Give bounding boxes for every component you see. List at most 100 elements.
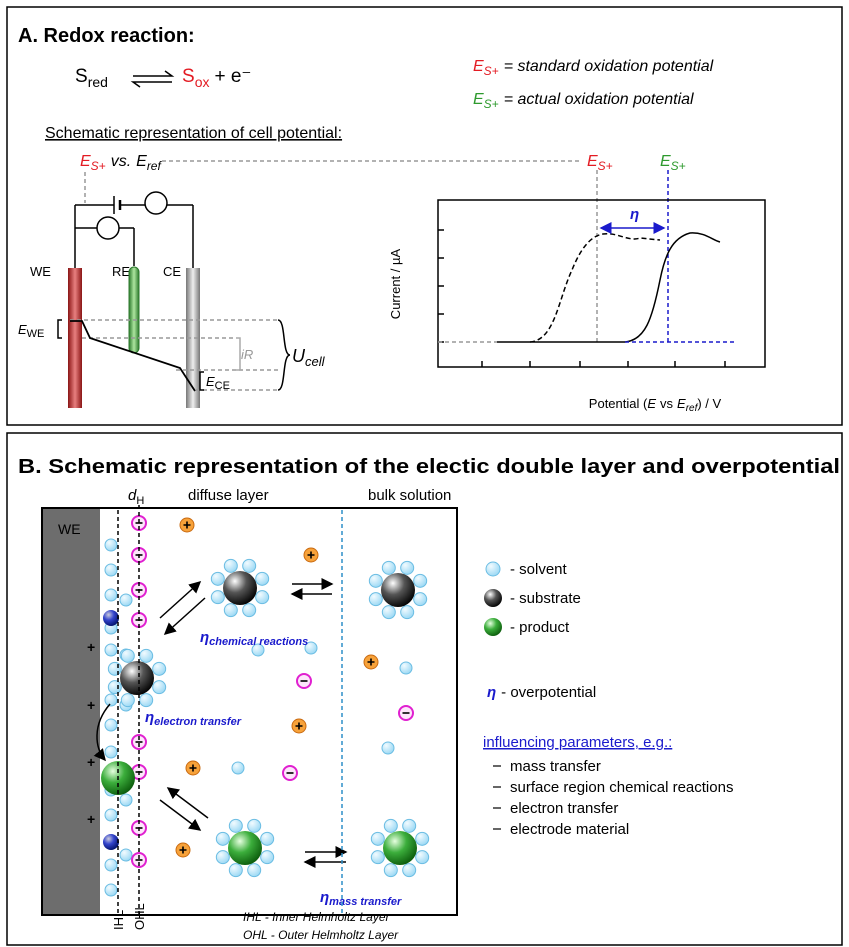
equilibrium-arrow (133, 70, 175, 77)
plot-frame (437, 199, 766, 368)
solvent (255, 571, 270, 586)
panel-b-frame (6, 432, 843, 946)
ir-label: iR (241, 347, 253, 362)
solvent (413, 592, 428, 607)
solvent (119, 793, 133, 807)
region-label: bulk solution (368, 487, 451, 504)
solvent (215, 850, 230, 865)
legend-substrate: - substrate (510, 590, 581, 607)
actual-marker: ES+ (660, 153, 686, 173)
solvent (381, 560, 396, 575)
solvent (107, 680, 122, 695)
solvent (251, 643, 265, 657)
legend-actual: ES+ = actual oxidation potential (473, 91, 694, 111)
reactant: Sred (75, 66, 108, 90)
panel-a-title: A. Redox reaction: (18, 25, 195, 47)
ion (103, 834, 119, 850)
bracket (236, 337, 241, 371)
solvent (370, 850, 385, 865)
potential-profile (70, 320, 196, 392)
charge (367, 658, 375, 666)
solvent (485, 561, 501, 577)
subtitle: Schematic representation of cell potenti… (45, 125, 342, 142)
voltmeter (96, 216, 120, 240)
solvent (223, 558, 238, 573)
parameter: electron transfer (510, 800, 618, 817)
substrate (120, 661, 154, 695)
solvent (260, 831, 275, 846)
overpotential: η- overpotential (487, 684, 596, 701)
solvent (104, 745, 118, 759)
solvent (400, 605, 415, 620)
solvent (228, 818, 243, 833)
legend-product: - product (510, 619, 570, 636)
layer-label: OHL (132, 903, 147, 930)
legend-product-icon (484, 618, 502, 636)
legend-substrate-icon (484, 589, 502, 607)
eta-chemical: ηchemical reactions (200, 629, 308, 648)
panel-a-frame (6, 6, 843, 426)
re-electrode (128, 266, 140, 354)
ce-electrode (186, 268, 200, 408)
bracket (199, 371, 204, 391)
arrow (163, 597, 206, 636)
electrode-charge: + (87, 811, 95, 827)
actual-curve (624, 232, 721, 343)
electrode-charge: + (87, 697, 95, 713)
solvent (255, 590, 270, 605)
solvent (210, 571, 225, 586)
electrode-label: RE (112, 264, 130, 279)
solvent (120, 648, 135, 663)
working-electrode (43, 509, 100, 914)
solvent (260, 850, 275, 865)
standard-marker: ES+ (587, 153, 613, 173)
eta-mass: ηmass transfer (320, 889, 402, 908)
solvent (368, 573, 383, 588)
charge (189, 764, 197, 772)
panel-b-title: B. Schematic representation of the elect… (18, 456, 840, 478)
solvent (152, 680, 167, 695)
solvent (381, 741, 395, 755)
solvent (215, 831, 230, 846)
solvent (242, 603, 257, 618)
legend-standard: ES+ = standard oxidation potential (473, 58, 714, 78)
solvent (383, 818, 398, 833)
solvent (413, 573, 428, 588)
ion (103, 610, 119, 626)
solvent (247, 863, 262, 878)
solvent (104, 858, 118, 872)
solvent (139, 693, 154, 708)
product (228, 831, 262, 865)
arrow (93, 703, 111, 762)
electrode-charge: + (87, 639, 95, 655)
solvent (415, 850, 430, 865)
parameter: mass transfer (510, 758, 601, 775)
solvent (104, 693, 118, 707)
equilibrium-arrow (130, 81, 172, 88)
solvent (402, 818, 417, 833)
dh-label: dH (128, 487, 144, 507)
solvent (223, 603, 238, 618)
solvent (152, 661, 167, 676)
y-axis-label: Current / µA (388, 249, 403, 320)
charge (295, 722, 303, 730)
e-we-label: EWE (18, 322, 44, 340)
bracket (57, 319, 62, 339)
solvent (104, 883, 118, 897)
eta-electron: ηelectron transfer (145, 709, 242, 728)
solvent (104, 538, 118, 552)
parameter: surface region chemical reactions (510, 779, 733, 796)
product (383, 831, 417, 865)
substrate (223, 571, 257, 605)
solvent (415, 831, 430, 846)
eta-label: η (630, 206, 639, 223)
legend-solvent: - solvent (510, 561, 568, 578)
x-axis-label: Potential (E vs Eref) / V (589, 396, 722, 414)
we-electrode (68, 268, 82, 408)
solvent (120, 693, 135, 708)
region-label: diffuse layer (188, 487, 269, 504)
solvent (139, 648, 154, 663)
reference-label: ES+ vs. Eref (80, 153, 162, 173)
solvent (247, 818, 262, 833)
